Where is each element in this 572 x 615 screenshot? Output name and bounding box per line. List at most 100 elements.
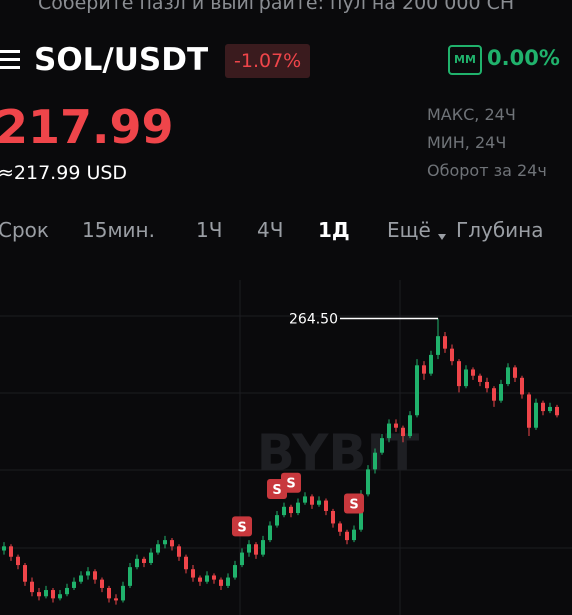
candle-body — [254, 544, 258, 555]
candle-body — [261, 540, 265, 555]
candle-body — [548, 406, 552, 412]
candle-body — [205, 575, 209, 582]
candle-body — [93, 571, 97, 580]
candle-body — [247, 544, 251, 553]
candle-body — [324, 500, 328, 511]
candle-body — [58, 594, 62, 599]
candle-body — [450, 348, 454, 362]
candle-body — [23, 565, 27, 582]
tab[interactable]: Срок — [0, 218, 49, 242]
candle-body — [219, 579, 223, 586]
candle-body — [499, 384, 503, 401]
sell-marker-label: S — [349, 498, 358, 513]
candle-body — [156, 544, 160, 553]
tab[interactable]: Глубина — [456, 218, 544, 242]
price-usd: ≈217.99 USD — [0, 162, 128, 184]
candle-body — [345, 531, 349, 541]
candle-body — [170, 540, 174, 547]
candle-body — [9, 546, 13, 557]
candle-body — [121, 585, 125, 601]
candle-body — [408, 415, 412, 437]
candle-body — [492, 388, 496, 401]
pair[interactable]: SOL/USDT — [34, 42, 209, 78]
candle-body — [44, 590, 48, 597]
stat-label: МИН, 24Ч — [427, 133, 507, 152]
candle-body — [30, 581, 34, 593]
candle-body — [513, 367, 517, 378]
candle-body — [51, 590, 55, 599]
candle-body — [310, 496, 314, 505]
candle-body — [128, 567, 132, 586]
candle-body — [268, 525, 272, 541]
stat-label: Оборот за 24ч — [427, 161, 547, 180]
candle-body — [429, 354, 433, 374]
candle-body — [135, 558, 139, 568]
candle-body — [422, 365, 426, 374]
candle-body — [296, 502, 300, 514]
candle-body — [401, 427, 405, 437]
watermark: BYBIT — [257, 424, 419, 482]
candle-body — [303, 496, 307, 503]
candle-body — [478, 375, 482, 382]
candle-body — [555, 406, 559, 416]
tab[interactable]: Ещё — [387, 218, 431, 242]
candle-body — [142, 558, 146, 563]
candle-body — [100, 579, 104, 588]
sell-marker-label: S — [272, 483, 281, 498]
candle-body — [380, 438, 384, 453]
stat-label: МАКС, 24Ч — [427, 105, 516, 124]
candle-body — [163, 540, 167, 545]
candle-body — [2, 546, 6, 551]
candle-body — [534, 402, 538, 428]
menu-icon[interactable] — [0, 46, 30, 76]
high-label: 264.50 — [289, 311, 338, 327]
sell-marker — [232, 516, 252, 537]
candle-body — [149, 552, 153, 563]
candle-body — [373, 452, 377, 470]
sell-marker — [344, 493, 364, 514]
candle-body — [79, 575, 83, 582]
candle-body — [506, 367, 510, 385]
candle-body — [331, 510, 335, 524]
candle-body — [86, 571, 90, 576]
sell-marker — [281, 472, 301, 493]
candle-body — [240, 552, 244, 566]
candle-body — [366, 469, 370, 495]
candle-body — [226, 577, 230, 586]
candle-body — [520, 377, 524, 395]
candle-body — [72, 581, 76, 588]
candle-body — [436, 336, 440, 355]
tab[interactable]: 4Ч — [257, 218, 284, 242]
tab[interactable]: 1Ч — [196, 218, 223, 242]
candle-body — [37, 592, 41, 597]
price: 217.99 — [0, 100, 174, 154]
candle-body — [16, 556, 20, 566]
candle-body — [464, 369, 468, 387]
mm-value: 0.00% — [487, 46, 560, 70]
candle-body — [415, 365, 419, 416]
mm-badge[interactable]: ММ — [448, 45, 482, 75]
candle-body — [289, 506, 293, 514]
candle-body — [233, 565, 237, 578]
candle-body — [107, 587, 111, 599]
candle-body — [317, 500, 321, 505]
dropdown-arrow — [438, 234, 446, 240]
candle-body — [65, 587, 69, 595]
candle-body — [338, 523, 342, 532]
candle-body — [457, 361, 461, 387]
banner[interactable]: Соберите пазл и выиграйте: пул на 200 00… — [38, 0, 515, 14]
candle-body — [541, 402, 545, 412]
candle-body — [443, 336, 447, 349]
tab[interactable]: 1Д — [318, 218, 350, 242]
candle-body — [394, 423, 398, 428]
candle-body — [387, 423, 391, 439]
candle-body — [177, 546, 181, 557]
tab[interactable]: 15мин. — [82, 218, 155, 242]
candle-body — [212, 575, 216, 580]
candle-body — [527, 394, 531, 428]
change-badge: -1.07% — [225, 44, 311, 78]
sell-marker-label: S — [237, 520, 246, 535]
candle-body — [275, 515, 279, 526]
